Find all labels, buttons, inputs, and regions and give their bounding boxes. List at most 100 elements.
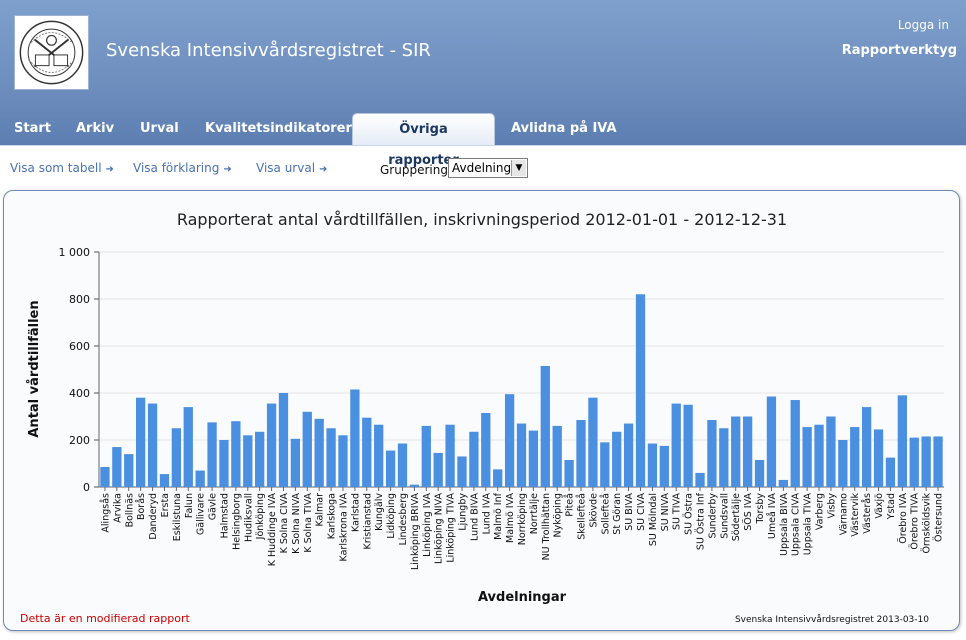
x-tick-label: Piteå [565, 493, 576, 517]
show-explanation-link[interactable]: Visa förklaring ➜ [133, 161, 232, 175]
x-tick-label: Linköping NIVA [434, 493, 445, 564]
bar [409, 484, 420, 487]
y-tick-label: 400 [69, 387, 90, 400]
bar [481, 412, 491, 487]
bar [790, 400, 800, 487]
tab-kvalitetsindikatorer[interactable]: Kvalitetsindikatorer [205, 121, 352, 136]
bar [255, 431, 265, 487]
bar [909, 437, 919, 487]
bar [862, 407, 872, 487]
tab-ovriga-rapporter[interactable]: Övriga rapporter [352, 113, 495, 168]
bar [326, 428, 336, 487]
bar [183, 407, 193, 487]
x-tick-label: Södertälje [731, 493, 742, 541]
y-tick-label: 800 [69, 293, 90, 306]
x-tick-label: Ersta [160, 493, 171, 517]
show-selection-link[interactable]: Visa urval ➜ [256, 161, 327, 175]
x-tick-label: Jönköping [255, 493, 266, 540]
x-tick-label: Norrtälje [529, 493, 540, 534]
y-tick-label: 200 [69, 434, 90, 447]
x-tick-label: SÖS IVA [743, 492, 754, 530]
bar [516, 423, 527, 487]
x-tick-label: SU Östra [684, 493, 695, 535]
bar [552, 425, 562, 487]
x-tick-label: Hudiksvall [243, 493, 254, 542]
x-tick-label: Uppsala TIVA [803, 493, 814, 556]
x-tick-label: Eskilstuna [172, 493, 183, 541]
tab-start[interactable]: Start [14, 121, 51, 136]
tab-avlidna-pa-iva[interactable]: Avlidna på IVA [511, 121, 617, 136]
bar [802, 427, 812, 487]
bar [159, 474, 170, 487]
bar [207, 422, 217, 488]
x-tick-label: K Huddinge IVA [267, 493, 278, 567]
x-tick-label: Linköping BRIVA [410, 493, 421, 570]
x-tick-label: Helsingborg [231, 493, 242, 550]
bar [576, 420, 586, 487]
x-tick-label: Växjö [874, 493, 885, 519]
x-tick-label: Lindesberg [398, 493, 409, 545]
bar [635, 294, 646, 487]
bar [873, 429, 884, 487]
bar [731, 416, 741, 487]
x-tick-label: K Solna NIVA [291, 493, 302, 554]
bar [540, 365, 550, 487]
tab-urval[interactable]: Urval [140, 121, 179, 136]
x-tick-label: Uppsala CIVA [791, 493, 802, 557]
site-title: Svenska Intensivvårdsregistret - SIR [106, 40, 431, 61]
bar [659, 445, 669, 488]
arrow-right-icon: ➜ [223, 164, 232, 175]
bar [707, 420, 717, 487]
bar [754, 459, 765, 487]
x-tick-label: Örebro TIVA [910, 493, 921, 550]
logo-seal-icon [19, 20, 84, 85]
x-tick-label: Uppsala BIVA [779, 493, 790, 556]
bar [564, 459, 574, 487]
x-tick-label: Torsby [755, 493, 766, 525]
x-tick-label: Värnamo [838, 493, 849, 535]
x-tick-label: Lund IVA [481, 493, 492, 535]
bar [814, 424, 824, 487]
bar [231, 421, 241, 487]
bar [302, 411, 312, 487]
x-tick-label: Skellefteå [577, 493, 588, 540]
show-explanation-label: Visa förklaring [133, 161, 220, 175]
x-tick-label: Linköping TIVA [446, 493, 457, 563]
sir-logo[interactable] [14, 15, 89, 90]
x-tick-label: Kungälv [374, 493, 385, 531]
x-tick-label: SU BIVA [624, 493, 635, 531]
x-tick-label: SU CIVA [636, 493, 647, 531]
x-tick-label: Sundsvall [719, 493, 730, 539]
site-header: Svenska Intensivvårdsregistret - SIR Log… [0, 0, 966, 168]
bar [219, 440, 229, 487]
bar [695, 472, 705, 487]
show-table-link[interactable]: Visa som tabell ➜ [10, 161, 114, 175]
bar [147, 403, 158, 487]
grouping-select[interactable]: Avdelning ▼ [448, 158, 528, 178]
x-tick-label: NU Trollhättan [541, 493, 552, 560]
x-tick-label: Örebro IVA [898, 493, 909, 544]
x-tick-label: Danderyd [148, 493, 159, 540]
bar [421, 425, 431, 487]
bar [469, 431, 479, 487]
main-nav: Start Arkiv Urval Kvalitetsindikatorer Ö… [0, 113, 966, 168]
grouping-value: Avdelning [452, 161, 512, 175]
login-link[interactable]: Logga in [897, 18, 949, 32]
bar [778, 479, 788, 487]
x-tick-label: SU TIVA [672, 493, 683, 530]
bar [719, 428, 729, 487]
x-tick-label: Falun [184, 493, 195, 518]
y-axis-label: Antal vårdtillfällen [27, 300, 42, 437]
chevron-down-icon[interactable]: ▼ [511, 160, 526, 176]
show-selection-label: Visa urval [256, 161, 316, 175]
x-tick-label: Gävle [208, 493, 219, 520]
x-tick-label: Ystad [886, 493, 897, 520]
bar [385, 450, 396, 487]
x-tick-label: Borås [136, 493, 147, 520]
x-tick-label: Norrköping [517, 493, 528, 545]
x-tick-label: Örnsköldsvik [922, 493, 933, 554]
bar [266, 403, 277, 487]
x-tick-label: SU NIVA [660, 493, 671, 532]
tab-arkiv[interactable]: Arkiv [76, 121, 115, 136]
y-tick-label: 0 [83, 481, 90, 494]
